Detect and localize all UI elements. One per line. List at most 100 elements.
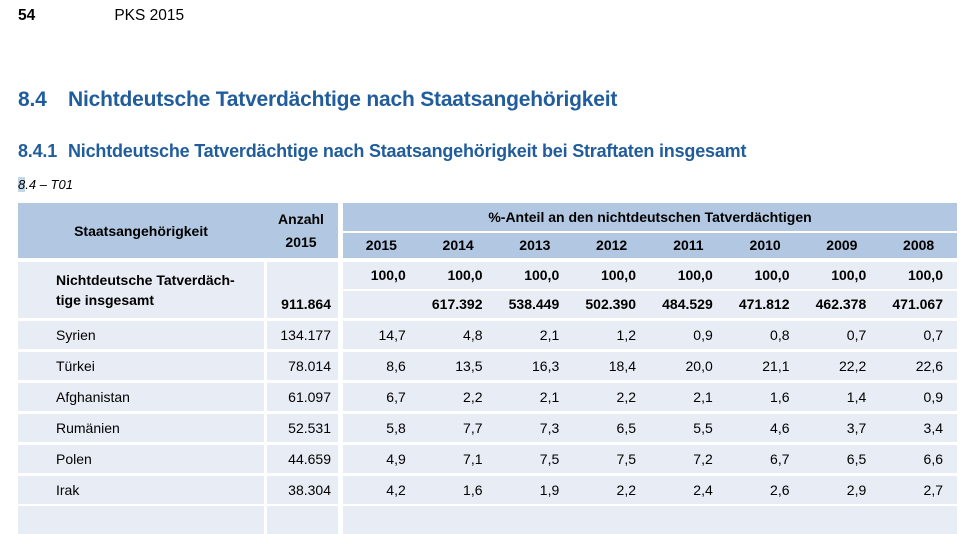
col-header-year: 2008 (903, 237, 935, 253)
statistics-table: Staatsangehörigkeit Anzahl 2015 %-Anteil… (18, 203, 957, 534)
pct-cell: 5,5 (693, 420, 713, 436)
table-reference-label: 8.4 – T01 (18, 177, 73, 192)
pct-cell: 2,1 (693, 389, 713, 405)
total-pct-cell: 100,0 (831, 267, 867, 283)
total-pct-cell: 100,0 (447, 267, 483, 283)
pct-cell: 2,7 (923, 482, 943, 498)
pct-cell: 2,2 (463, 389, 483, 405)
pct-cell: 2,2 (616, 389, 636, 405)
subsection-title: Nichtdeutsche Tatverdächtige nach Staats… (68, 141, 747, 161)
pct-cell: 7,2 (693, 451, 713, 467)
table-ref-highlight: 8 (18, 177, 26, 192)
header-percent-block: %-Anteil an den nichtdeutschen Tatverdäc… (343, 203, 957, 258)
header-left-block: Staatsangehörigkeit Anzahl 2015 (18, 203, 338, 258)
country-label: Irak (18, 476, 264, 504)
pct-cell: 7,7 (463, 420, 483, 436)
pct-cell: 1,6 (770, 389, 790, 405)
section-heading: 8.4 Nichtdeutsche Tatverdächtige nach St… (18, 88, 617, 112)
col-header-year: 2012 (596, 237, 628, 253)
country-anzahl: 44.659 (267, 445, 338, 473)
country-year-values: 6,7 2,2 2,1 2,2 2,1 1,6 1,4 0,9 (343, 383, 957, 411)
col-header-anzahl-line1: Anzahl (278, 211, 324, 228)
table-row-afghanistan: Afghanistan 61.097 6,7 2,2 2,1 2,2 2,1 1… (18, 383, 957, 411)
country-anzahl: 78.014 (267, 352, 338, 380)
table-row-syrien: Syrien 134.177 14,7 4,8 2,1 1,2 0,9 0,8 … (18, 321, 957, 349)
country-year-values: 14,7 4,8 2,1 1,2 0,9 0,8 0,7 0,7 (343, 321, 957, 349)
page-number: 54 (18, 7, 36, 24)
pct-cell: 20,0 (685, 358, 713, 374)
pct-cell: 2,4 (693, 482, 713, 498)
col-header-percent-group: %-Anteil an den nichtdeutschen Tatverdäc… (343, 203, 957, 231)
country-anzahl (267, 506, 338, 534)
table-row-polen: Polen 44.659 4,9 7,1 7,5 7,5 7,2 6,7 6,5… (18, 445, 957, 473)
pct-cell: 0,9 (923, 389, 943, 405)
pct-cell: 1,6 (463, 482, 483, 498)
country-year-values: 5,8 7,7 7,3 6,5 5,5 4,6 3,7 3,4 (343, 414, 957, 442)
pct-cell: 7,5 (539, 451, 560, 467)
pct-cell: 21,1 (762, 358, 790, 374)
country-year-values: 8,6 13,5 16,3 18,4 20,0 21,1 22,2 22,6 (343, 352, 957, 380)
pct-cell: 22,6 (915, 358, 943, 374)
total-label-line2: tige insgesamt (56, 292, 155, 308)
pct-cell: 7,3 (539, 420, 560, 436)
country-label: Afghanistan (18, 383, 264, 411)
pct-cell: 6,6 (923, 451, 943, 467)
pct-cell: 2,9 (846, 482, 867, 498)
col-header-years-row: 2015 2014 2013 2012 2011 2010 2009 2008 (343, 233, 957, 258)
total-abs-cell: 502.390 (585, 296, 636, 312)
col-header-year: 2009 (826, 237, 858, 253)
col-header-anzahl: Anzahl 2015 (264, 203, 338, 258)
total-anzahl: 911.864 (267, 262, 338, 318)
pct-cell: 3,4 (923, 420, 943, 436)
col-header-year: 2010 (749, 237, 781, 253)
total-abs-cell: 538.449 (508, 296, 560, 312)
col-header-anzahl-line2: 2015 (285, 233, 317, 250)
section-title: Nichtdeutsche Tatverdächtige nach Staats… (68, 88, 618, 111)
total-absolute-subrow: 617.392 538.449 502.390 484.529 471.812 … (343, 291, 957, 318)
subsection-number: 8.4.1 (18, 141, 58, 161)
country-label: Rumänien (18, 414, 264, 442)
total-percent-subrow: 100,0 100,0 100,0 100,0 100,0 100,0 100,… (343, 262, 957, 289)
country-label: Polen (18, 445, 264, 473)
pct-cell: 2,6 (770, 482, 790, 498)
pct-cell: 22,2 (839, 358, 867, 374)
subsection-heading: 8.4.1 Nichtdeutsche Tatverdächtige nach … (18, 141, 746, 162)
total-abs-cell: 617.392 (431, 296, 483, 312)
country-anzahl: 61.097 (267, 383, 338, 411)
total-label: Nichtdeutsche Tatverdäch- tige insgesamt (18, 262, 264, 318)
pct-cell: 18,4 (608, 358, 636, 374)
country-anzahl: 52.531 (267, 414, 338, 442)
total-pct-cell: 100,0 (677, 267, 713, 283)
country-year-values: 4,9 7,1 7,5 7,5 7,2 6,7 6,5 6,6 (343, 445, 957, 473)
col-header-year: 2015 (365, 237, 397, 253)
pct-cell: 0,8 (770, 327, 790, 343)
country-anzahl: 134.177 (267, 321, 338, 349)
total-pct-cell: 100,0 (907, 267, 943, 283)
total-abs-cell: 462.378 (815, 296, 867, 312)
country-label (18, 506, 264, 534)
table-row-partial (18, 506, 957, 534)
table-row-total: Nichtdeutsche Tatverdäch- tige insgesamt… (18, 262, 957, 318)
table-row-tuerkei: Türkei 78.014 8,6 13,5 16,3 18,4 20,0 21… (18, 352, 957, 380)
pct-cell: 4,9 (386, 451, 406, 467)
pct-cell: 1,2 (616, 327, 636, 343)
pct-cell: 2,1 (539, 327, 560, 343)
pct-cell: 4,6 (770, 420, 790, 436)
pct-cell: 1,9 (539, 482, 560, 498)
pct-cell: 8,6 (386, 358, 406, 374)
pct-cell: 5,8 (386, 420, 406, 436)
table-row-rumaenien: Rumänien 52.531 5,8 7,7 7,3 6,5 5,5 4,6 … (18, 414, 957, 442)
total-abs-cell: 484.529 (662, 296, 713, 312)
pct-cell: 2,2 (616, 482, 636, 498)
total-abs-cell (343, 291, 420, 318)
total-label-line1: Nichtdeutsche Tatverdäch- (56, 272, 235, 288)
total-pct-cell: 100,0 (600, 267, 636, 283)
col-header-year: 2011 (673, 237, 704, 253)
pct-cell: 7,1 (463, 451, 483, 467)
pct-cell: 4,2 (386, 482, 406, 498)
total-year-values: 100,0 100,0 100,0 100,0 100,0 100,0 100,… (343, 262, 957, 318)
country-anzahl: 38.304 (267, 476, 338, 504)
pct-cell: 0,7 (846, 327, 867, 343)
country-label: Türkei (18, 352, 264, 380)
section-number: 8.4 (18, 88, 47, 111)
